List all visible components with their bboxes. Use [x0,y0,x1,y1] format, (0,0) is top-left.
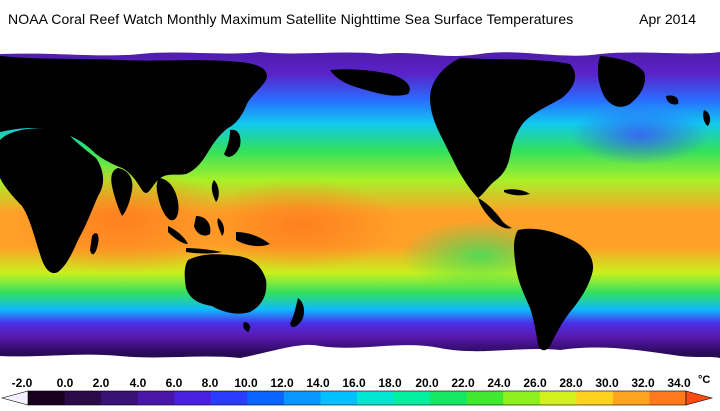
colorbar-segment [101,391,139,405]
japan [224,129,241,157]
tick-label: 18.0 [378,376,402,390]
new-guinea [236,232,270,247]
tick-label: 26.0 [523,376,547,390]
tick-label: 10.0 [234,376,258,390]
tick-label: 16.0 [342,376,366,390]
arctic-ice [0,40,720,56]
north-america [430,58,576,198]
tick-label: 8.0 [201,376,219,390]
tick-label: 30.0 [595,376,619,390]
south-america [514,228,594,351]
tick-label: 4.0 [129,376,147,390]
tick-label: 32.0 [631,376,655,390]
madagascar [90,233,99,255]
map-title: NOAA Coral Reef Watch Monthly Maximum Sa… [8,11,574,27]
tick-label: 24.0 [487,376,511,390]
colorbar-segment [576,391,614,405]
land [0,56,711,351]
tick-label: -2.0 [11,376,33,390]
colorbar-segment [137,391,175,405]
colorbar-segment [430,391,468,405]
tick-label: 12.0 [270,376,294,390]
tick-label: 34.0 [667,376,691,390]
indochina [156,178,179,221]
header: NOAA Coral Reef Watch Monthly Maximum Sa… [0,0,720,40]
uk [703,110,711,126]
west-pacific-warm-pool [200,180,400,270]
map-date: Apr 2014 [639,11,696,27]
tick-label: 28.0 [559,376,583,390]
tick-label: 14.0 [306,376,330,390]
tick-label: 20.0 [415,376,439,390]
colorbar-segment [28,391,66,405]
central-america [478,198,512,229]
tick-label: 22.0 [451,376,475,390]
africa [0,128,104,274]
colorbar-right-arrow [685,390,714,406]
colorbar-unit: °C [698,374,711,386]
colorbar-segment [210,391,248,405]
greenland [597,56,646,107]
sumatra [168,226,188,244]
philippines [211,180,219,202]
colorbar-segment [503,391,541,405]
tasmania [243,322,251,332]
java [186,248,222,254]
borneo [194,216,211,236]
colorbar-segment [612,391,650,405]
colorbar-segment [649,391,687,405]
india [111,168,133,216]
sulawesi [217,218,225,236]
tick-label: 6.0 [165,376,183,390]
colorbar-segment [247,391,285,405]
colorbar-segment [174,391,212,405]
colorbar-left-arrow [0,390,29,406]
colorbar-segment [64,391,102,405]
colorbar-segment [283,391,321,405]
eurasia [0,56,267,193]
cuba [504,189,530,196]
colorbar-segment [357,391,395,405]
australia [184,254,267,314]
colorbar-segment [393,391,431,405]
new-zealand [290,298,305,327]
alaska [330,69,410,96]
antarctic-ice [0,344,720,373]
colorbar [0,390,714,406]
colorbar-segment [539,391,577,405]
north-atlantic-cool [570,105,710,165]
tick-label: 2.0 [92,376,110,390]
tick-label: 0.0 [56,376,74,390]
colorbar-labels: -2.0 0.0 2.0 4.0 6.0 8.0 10.0 12.0 14.0 … [0,374,720,390]
colorbar-segment [320,391,358,405]
colorbar-segment [466,391,504,405]
sst-map [0,40,720,373]
iceland [666,95,679,105]
